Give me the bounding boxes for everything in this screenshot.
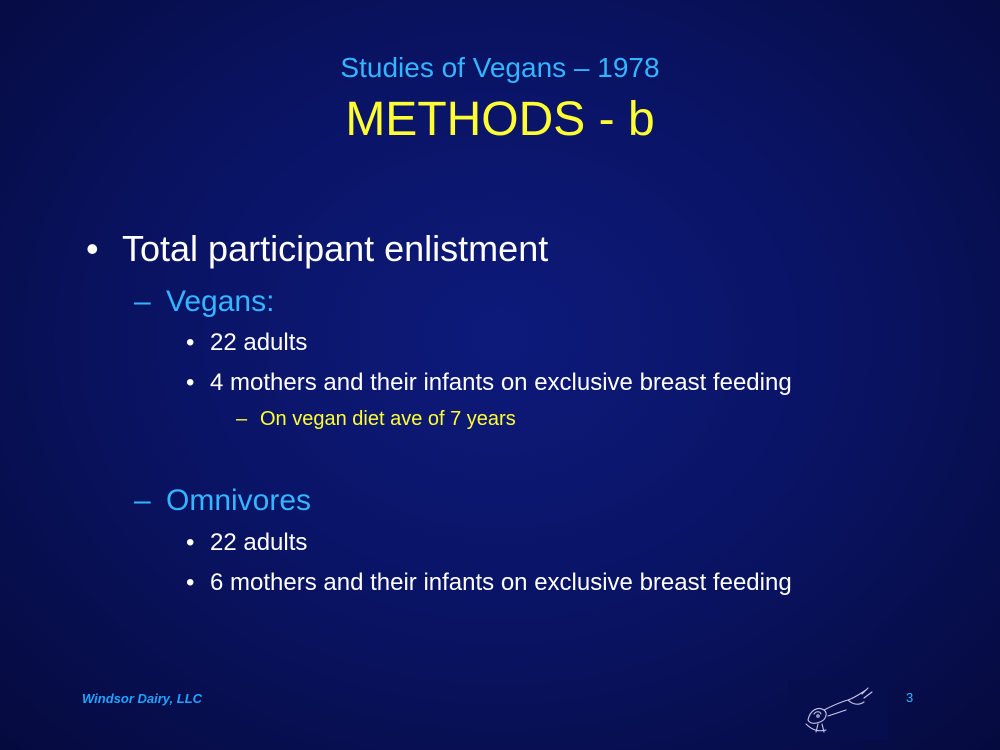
dash-marker: – bbox=[134, 285, 151, 318]
bullet-marker: • bbox=[186, 569, 195, 596]
vegans-sub-note: On vegan diet ave of 7 years bbox=[260, 408, 516, 430]
dash-marker: – bbox=[236, 408, 248, 430]
cow-sketch-icon bbox=[788, 680, 888, 740]
omnivores-label: Omnivores bbox=[166, 484, 312, 517]
vegans-label: Vegans: bbox=[166, 285, 275, 318]
page-number: 3 bbox=[906, 690, 914, 705]
bullet-marker: • bbox=[186, 369, 195, 396]
slide-title: METHODS - b bbox=[345, 93, 655, 146]
dash-marker: – bbox=[134, 484, 151, 517]
omnivores-item: 6 mothers and their infants on exclusive… bbox=[210, 569, 792, 596]
bullet-marker: • bbox=[86, 228, 99, 269]
slide-subtitle: Studies of Vegans – 1978 bbox=[340, 52, 660, 83]
bullet-main: Total participant enlistment bbox=[122, 228, 549, 269]
vegans-item: 4 mothers and their infants on exclusive… bbox=[210, 369, 792, 396]
bullet-marker: • bbox=[186, 529, 195, 556]
footer-company: Windsor Dairy, LLC bbox=[82, 691, 203, 706]
vegans-item: 22 adults bbox=[210, 329, 308, 356]
bullet-marker: • bbox=[186, 329, 195, 356]
omnivores-item: 22 adults bbox=[210, 529, 308, 556]
